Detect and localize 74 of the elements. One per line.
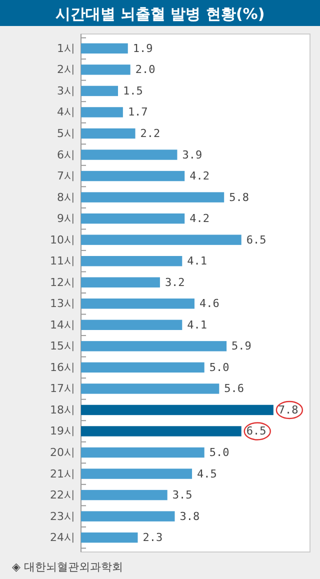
bar xyxy=(81,511,175,522)
y-tick-label: 6시 xyxy=(57,148,75,162)
data-label: 5.9 xyxy=(232,340,252,353)
data-label: 4.6 xyxy=(199,297,220,310)
y-tick-label: 2시 xyxy=(57,63,75,76)
data-label: 4.2 xyxy=(190,212,210,226)
y-tick-label: 11시 xyxy=(50,254,75,268)
chart-title: 시간대별 뇌출혈 발병 현황(%) xyxy=(55,5,265,23)
data-label: 2.2 xyxy=(140,126,160,140)
data-label: 7.8 xyxy=(278,403,298,416)
y-tick-label: 14시 xyxy=(50,318,75,332)
y-tick-label: 20시 xyxy=(50,446,75,460)
y-tick-label: 7시 xyxy=(57,170,75,183)
bar xyxy=(81,86,118,96)
bar xyxy=(81,43,128,54)
bar xyxy=(81,341,227,352)
data-label: 6.5 xyxy=(246,424,266,438)
bar xyxy=(81,170,185,182)
bar xyxy=(81,468,192,479)
data-label: 3.2 xyxy=(164,276,185,289)
bar xyxy=(81,384,220,394)
y-tick-label: 23시 xyxy=(50,510,75,523)
y-tick-label: 12시 xyxy=(50,276,75,289)
bar xyxy=(81,490,168,500)
bar xyxy=(81,234,242,245)
y-tick-label: 19시 xyxy=(50,424,75,438)
y-tick-label: 8시 xyxy=(57,190,75,204)
bar xyxy=(81,256,182,266)
data-label: 3.5 xyxy=(172,488,192,502)
data-label: 1.9 xyxy=(132,42,153,55)
data-label: 6.5 xyxy=(246,233,266,246)
y-tick-label: 1시 xyxy=(57,42,75,55)
data-label: 2.0 xyxy=(135,63,156,76)
y-tick-label: 16시 xyxy=(50,360,75,374)
y-tick-label: 4시 xyxy=(57,106,75,119)
data-label: 4.2 xyxy=(190,170,210,183)
data-label: 2.3 xyxy=(142,531,163,544)
data-label: 1.5 xyxy=(123,84,143,98)
y-tick-label: 22시 xyxy=(50,488,75,502)
data-label: 4.5 xyxy=(197,467,217,480)
data-label: 4.1 xyxy=(187,318,208,332)
y-tick-label: 21시 xyxy=(50,467,75,480)
bar xyxy=(81,447,204,458)
y-tick-label: 24시 xyxy=(50,531,75,544)
bar xyxy=(81,426,242,436)
data-label: 1.7 xyxy=(128,106,148,119)
data-label: 3.8 xyxy=(180,510,200,523)
y-tick-label: 13시 xyxy=(50,297,75,310)
bar xyxy=(81,107,123,118)
y-tick-label: 10시 xyxy=(50,233,75,246)
y-tick-label: 17시 xyxy=(50,382,75,396)
y-tick-label: 18시 xyxy=(50,403,75,416)
y-tick-label: 3시 xyxy=(57,84,75,98)
bar xyxy=(81,150,178,160)
text: ◈ 대한뇌혈관외과학회 xyxy=(12,560,123,574)
data-label: 3.9 xyxy=(182,148,202,162)
bar xyxy=(81,277,160,288)
bar xyxy=(81,532,138,543)
bar xyxy=(81,320,182,330)
bar xyxy=(81,192,224,202)
data-label: 5.6 xyxy=(224,382,244,396)
bar xyxy=(81,298,194,309)
data-label: 5.0 xyxy=(209,360,230,374)
bar xyxy=(81,404,274,416)
bar xyxy=(81,128,136,139)
data-label: 5.8 xyxy=(229,190,249,204)
y-tick-label: 5시 xyxy=(57,126,75,140)
y-tick-label: 15시 xyxy=(50,340,75,353)
bar xyxy=(81,213,185,224)
data-label: 4.1 xyxy=(187,254,208,268)
bar xyxy=(81,362,204,373)
bar xyxy=(81,64,130,75)
data-label: 5.0 xyxy=(209,446,230,460)
y-tick-label: 9시 xyxy=(57,212,75,226)
